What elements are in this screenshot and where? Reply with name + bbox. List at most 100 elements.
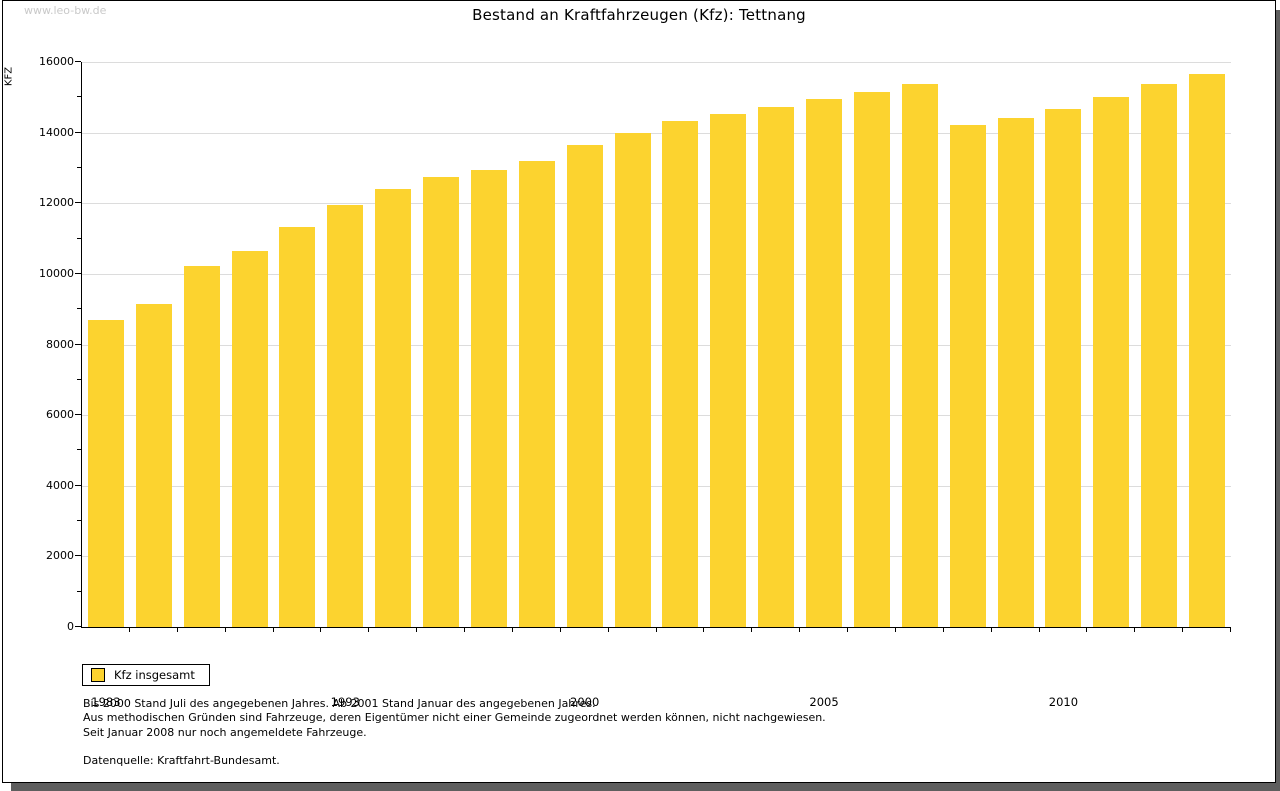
- bar: [806, 98, 843, 627]
- bar: [710, 114, 747, 627]
- bar: [423, 177, 460, 627]
- legend-label: Kfz insgesamt: [114, 668, 195, 682]
- x-axis-tick: [1230, 627, 1231, 632]
- watermark: www.leo-bw.de: [24, 4, 107, 17]
- y-axis-tick: [75, 131, 81, 133]
- bar: [231, 251, 268, 627]
- y-axis-minor-tick: [77, 308, 81, 310]
- gridline: [82, 132, 1231, 134]
- x-axis-tick-label: 1983: [91, 695, 121, 709]
- bar: [1045, 109, 1082, 627]
- gridline: [82, 344, 1231, 346]
- y-axis-tick: [75, 414, 81, 416]
- footnote-line: Aus methodischen Gründen sind Fahrzeuge,…: [83, 711, 826, 725]
- chart-title: Bestand an Kraftfahrzeugen (Kfz): Tettna…: [472, 6, 806, 24]
- x-axis-tick-label: 2010: [1048, 695, 1079, 709]
- y-axis-minor-tick: [77, 590, 81, 592]
- bar: [375, 189, 412, 627]
- bar: [758, 106, 795, 627]
- x-axis-tick: [1086, 627, 1088, 632]
- bar: [901, 84, 938, 627]
- x-axis-tick-label: 2000: [570, 695, 600, 709]
- x-axis-tick: [128, 627, 130, 632]
- bar: [1189, 73, 1226, 627]
- bar: [183, 265, 220, 627]
- x-axis-tick: [320, 627, 322, 632]
- bar: [470, 169, 507, 627]
- bar: [135, 303, 172, 627]
- bar: [662, 121, 699, 627]
- datasource-line: Datenquelle: Kraftfahrt-Bundesamt.: [83, 754, 280, 768]
- y-axis-tick: [75, 484, 81, 486]
- y-axis-minor-tick: [77, 449, 81, 451]
- y-axis-tick: [75, 202, 81, 204]
- bar: [327, 204, 364, 627]
- x-axis-tick: [416, 627, 418, 632]
- bar: [1093, 97, 1130, 627]
- x-axis-tick: [703, 627, 705, 632]
- gridline: [82, 415, 1231, 417]
- y-axis-tick-label: 8000: [46, 337, 74, 351]
- x-axis-tick: [1182, 627, 1184, 632]
- y-axis-minor-tick: [77, 378, 81, 380]
- bar: [949, 125, 986, 627]
- y-axis-tick: [75, 61, 81, 62]
- gridline: [82, 62, 1231, 63]
- y-axis-tick: [75, 626, 81, 627]
- footnote-line: Bis 2000 Stand Juli des angegebenen Jahr…: [83, 697, 596, 710]
- x-axis-tick: [799, 627, 801, 632]
- x-axis-tick: [511, 627, 513, 632]
- y-axis-minor-tick: [77, 237, 81, 239]
- y-axis-minor-tick: [77, 520, 81, 522]
- y-axis-tick-label: 16000: [39, 55, 74, 68]
- x-axis-tick: [1038, 627, 1040, 632]
- bar: [566, 144, 603, 627]
- bar: [87, 319, 124, 627]
- bar: [997, 118, 1034, 627]
- x-axis-tick: [942, 627, 944, 632]
- x-axis-tick: [559, 627, 561, 632]
- y-axis-tick-label: 10000: [39, 266, 74, 280]
- x-axis-tick: [224, 627, 226, 632]
- y-axis-tick-label: 0: [67, 620, 74, 633]
- footnotes: Bis 2000 Stand Juli des angegebenen Jahr…: [83, 697, 826, 769]
- y-axis-tick-label: 2000: [46, 549, 74, 563]
- y-axis-tick-label: 14000: [39, 125, 74, 139]
- gridline: [82, 485, 1231, 487]
- y-axis-tick-label: 4000: [46, 478, 74, 492]
- plot-area: 0 2000 4000 6000 8000 10000 12000 14000 16000 198…: [39, 56, 1231, 709]
- x-axis-tick: [655, 627, 657, 632]
- x-axis-tick: [894, 627, 896, 632]
- x-axis-tick-label: 1993: [330, 695, 360, 709]
- gridline: [82, 273, 1231, 275]
- bar: [279, 226, 316, 627]
- bar: [1141, 83, 1178, 627]
- x-axis-tick: [464, 627, 465, 632]
- x-axis-tick: [368, 627, 370, 632]
- bar: [614, 133, 651, 627]
- x-axis-tick: [1134, 627, 1136, 632]
- y-axis-tick: [75, 555, 81, 557]
- x-axis-tick: [847, 627, 848, 632]
- y-axis-tick-label: 12000: [39, 196, 74, 210]
- bar: [853, 91, 890, 627]
- x-axis-tick: [751, 627, 753, 632]
- gridline: [82, 556, 1231, 558]
- footnote-line: Seit Januar 2008 nur noch angemeldete Fa…: [83, 725, 367, 739]
- x-axis-tick: [272, 627, 274, 632]
- legend-box: Kfz insgesamt: [82, 664, 210, 686]
- x-axis-tick: [176, 627, 178, 632]
- gridline: [82, 203, 1231, 205]
- y-axis-tick: [75, 272, 81, 274]
- y-axis-title: KFZ: [3, 66, 15, 87]
- x-axis-tick-label: 2005: [809, 695, 839, 709]
- y-axis-minor-tick: [77, 166, 81, 168]
- y-axis-tick-label: 6000: [46, 408, 74, 422]
- y-axis-tick: [75, 343, 81, 345]
- x-axis-tick: [990, 627, 992, 632]
- bar: [518, 161, 555, 627]
- legend-swatch-icon: [91, 668, 105, 682]
- x-axis-tick: [607, 627, 609, 632]
